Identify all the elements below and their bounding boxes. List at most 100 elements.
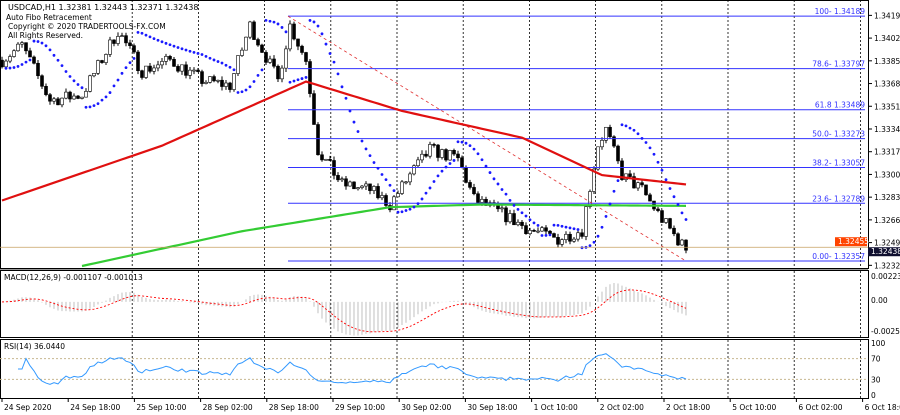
candle [192,67,196,75]
candle-body [92,72,96,77]
candle [412,164,416,176]
candle [644,184,648,196]
parabolic-sar-dot [492,177,496,181]
candle-body [132,45,136,53]
candle-body [196,69,200,72]
candle-body [416,159,420,167]
parabolic-sar-dot [400,210,404,214]
parabolic-sar-dot [368,154,372,157]
price-tick-label: 1.33515 [874,102,900,111]
parabolic-sar-dot [84,105,88,109]
time-label: 28 Sep 18:00 [269,403,319,412]
candle-body [4,60,8,68]
candle-body [72,95,76,100]
candle [0,56,4,69]
candle [64,88,68,100]
candle-body [80,96,84,99]
candle [164,53,168,66]
parabolic-sar-dot [496,182,500,186]
candle-body [44,85,48,95]
candle-body [636,182,640,189]
parabolic-sar-dot [624,124,628,128]
parabolic-sar-dot [420,197,424,201]
candle [368,183,372,195]
price-tick-label: 1.32835 [874,193,900,202]
candle [72,93,76,100]
candle [356,187,360,191]
candle-body [464,167,468,183]
candle [540,226,544,232]
moving-average-green [81,203,687,268]
candle-body [164,56,168,62]
parabolic-sar-dot [48,48,52,52]
candle-body [424,153,428,157]
candle-body [544,227,548,232]
candle-body [592,168,596,192]
candle-body [436,144,440,158]
candle-body [420,153,424,161]
candle-body [600,140,604,148]
parabolic-sar-dot [488,171,492,174]
parabolic-sar-dot [680,211,684,215]
parabolic-sar-dot [396,210,400,214]
rsi-label: RSI(14) 36.0440 [4,342,65,351]
candle-body [632,176,636,189]
candle [324,158,328,161]
time-label: 29 Sep 10:00 [335,403,385,412]
candle-body [260,44,264,53]
parabolic-sar-dot [664,178,668,182]
candle [20,41,24,48]
rights: All Rights Reserved. [8,31,84,40]
parabolic-sar-dot [360,139,364,143]
macd-tick-label: 0.00 [871,296,888,305]
main-panel-frame [0,0,869,269]
candle [468,179,472,190]
candle-body [340,178,344,181]
candle [684,239,688,254]
candle-body [264,52,268,63]
parabolic-sar-dot [540,234,544,237]
parabolic-sar-dot [408,207,412,211]
candle [380,191,384,201]
parabolic-sar-dot [128,61,132,65]
candle-body [40,75,44,87]
candle [400,180,404,196]
parabolic-sar-dot [572,227,576,231]
candle-body [380,195,384,199]
candle [464,165,468,184]
candle [560,238,564,247]
candle-body [460,157,464,168]
parabolic-sar-dot [352,120,356,124]
candle-body [508,213,512,223]
candle-body [144,65,148,78]
current-price-box [868,247,900,257]
candle-body [240,49,244,56]
candle [240,47,244,57]
candle-body [352,181,356,190]
parabolic-sar-dot [652,152,656,156]
candle [372,185,376,195]
parabolic-sar-dot [248,85,252,89]
parabolic-sar-dot [56,58,60,62]
candle [416,156,420,168]
price-tick-label: 1.33855 [874,57,900,66]
parabolic-sar-dot [332,60,336,64]
candle [68,90,72,103]
candle-body [468,182,472,188]
candle-body [112,39,116,44]
candle-body [404,181,408,184]
parabolic-sar-dot [228,65,232,69]
candle-body [48,94,52,102]
candle-body [64,91,68,99]
fibo-level-label: 100- 1.34189 [815,7,866,16]
candle-body [256,39,260,46]
candle-body [288,23,292,50]
candle-body [512,213,516,226]
current-price-label: 1.32438 [871,247,900,256]
parabolic-sar-dot [384,178,388,182]
candle [536,227,540,234]
parabolic-sar-dot [52,53,56,57]
parabolic-sar-dot [596,234,600,238]
candle [664,217,668,224]
parabolic-sar-dot [96,102,100,106]
